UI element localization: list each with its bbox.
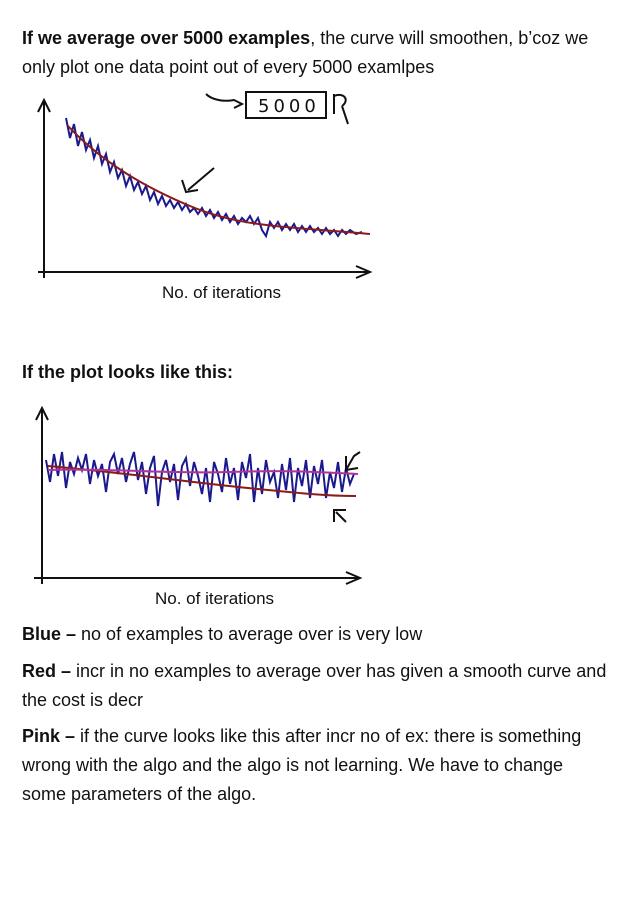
figure-2-red-pointer — [333, 509, 347, 523]
legend-pink-term: Pink – — [22, 726, 81, 746]
figure-2-x-axis-label: No. of iterations — [155, 589, 275, 608]
figure-2-red-curve — [47, 465, 357, 497]
figure-1-note-scribble — [333, 94, 349, 125]
figure-2-y-arrow — [35, 405, 49, 421]
intro-bold-text: If we average over 5000 examples — [22, 28, 311, 48]
figure-1-note-box — [245, 91, 327, 119]
legend-pink: Pink – if the curve looks like this afte… — [22, 722, 582, 809]
intro-rest-text: , the curve will smoothen, b’coz we only… — [22, 28, 589, 77]
figure-1-x-axis-label: No. of iterations — [162, 283, 282, 302]
figure-1-note-text: 5000 — [258, 96, 320, 117]
legend-red-text: incr in no examples to average over has … — [22, 661, 607, 710]
legend-blue-text: no of examples to average over is very l… — [81, 624, 423, 644]
figure-2-sketch — [34, 405, 363, 585]
heading-2: If the plot looks like this: — [22, 362, 234, 382]
legend-blue: Blue – no of examples to average over is… — [22, 620, 622, 649]
legend-pink-text: if the curve looks like this after incr … — [22, 726, 582, 804]
figure-1-y-arrow — [37, 97, 51, 113]
legend-red-term: Red – — [22, 661, 77, 681]
figure-1-red-curve — [67, 125, 371, 235]
figure-1-blue-curve — [65, 117, 363, 239]
figure-1-pointer-arrowhead — [181, 179, 199, 194]
legend-red: Red – incr in no examples to average ove… — [22, 657, 622, 715]
figure-1-pointer-arrow — [187, 167, 215, 191]
figure-2-pink-curve — [47, 468, 359, 475]
figure-1-sketch: 5000 — [37, 91, 373, 279]
figure-2-pink-pointer — [345, 451, 361, 472]
figure-1-x-arrow — [355, 265, 373, 279]
figure-2-blue-curve — [45, 450, 355, 507]
legend-blue-term: Blue – — [22, 624, 82, 644]
figure-2-x-arrow — [345, 571, 363, 585]
figure-1-note-arrow — [205, 93, 245, 109]
intro-paragraph: If we average over 5000 examples, the cu… — [22, 24, 622, 82]
